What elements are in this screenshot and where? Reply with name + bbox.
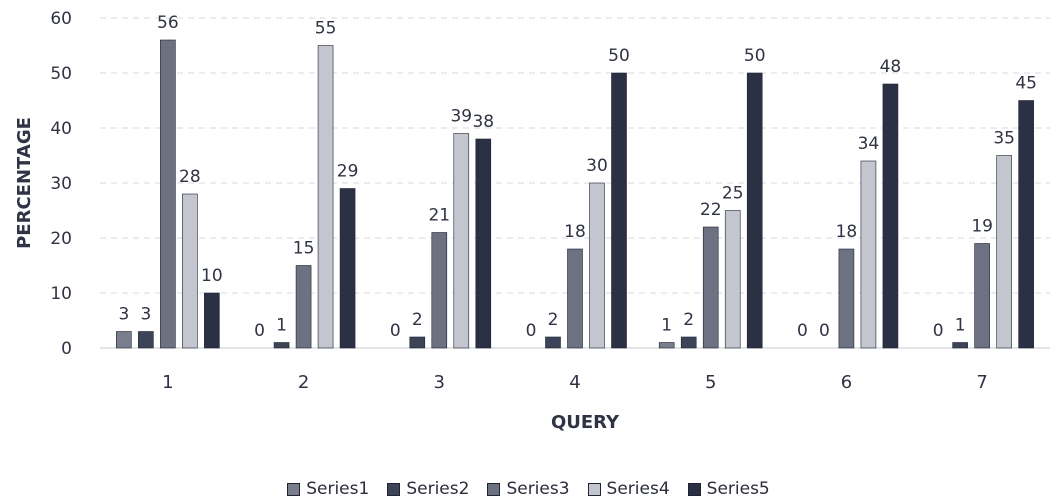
bar-series5-query-1 xyxy=(204,292,220,349)
bar-series3-query-7 xyxy=(974,243,990,349)
legend: Series1 Series2 Series3 Series4 Series5 xyxy=(0,478,1057,500)
data-label: 1 xyxy=(955,316,966,336)
bar-series4-query-3 xyxy=(453,133,470,349)
bar-series3-query-5 xyxy=(702,226,719,349)
data-label: 48 xyxy=(880,57,902,77)
bar-series5-query-3 xyxy=(475,138,492,349)
bar-series2-query-7 xyxy=(952,342,968,349)
data-label: 38 xyxy=(472,112,494,132)
legend-swatch xyxy=(587,482,601,496)
x-tick-label: 3 xyxy=(434,372,445,393)
data-label: 1 xyxy=(276,316,287,336)
bar-series5-query-5 xyxy=(746,72,763,349)
data-label: 25 xyxy=(722,184,744,204)
data-label: 18 xyxy=(836,222,858,242)
data-label: 0 xyxy=(254,321,265,341)
data-label: 1 xyxy=(661,316,672,336)
data-label: 3 xyxy=(118,305,129,325)
legend-swatch xyxy=(387,482,401,496)
y-tick-label: 0 xyxy=(61,339,72,359)
bar-series1-query-5 xyxy=(658,342,675,349)
data-label: 34 xyxy=(858,134,880,154)
data-label: 0 xyxy=(526,321,537,341)
legend-item-series1: Series1 xyxy=(287,479,369,499)
bar-series4-query-1 xyxy=(182,193,198,349)
data-label: 28 xyxy=(179,167,201,187)
x-tick-label: 2 xyxy=(298,372,309,393)
y-tick-label: 10 xyxy=(50,284,72,304)
data-label: 39 xyxy=(450,107,472,127)
data-label: 50 xyxy=(608,46,630,66)
bar-series3-query-2 xyxy=(295,265,312,349)
data-label: 18 xyxy=(564,222,586,242)
data-label: 0 xyxy=(819,321,830,341)
bar-series2-query-3 xyxy=(409,336,426,349)
data-label: 50 xyxy=(744,46,766,66)
bar-series4-query-6 xyxy=(860,160,877,349)
bar-series3-query-1 xyxy=(160,39,176,349)
data-label: 2 xyxy=(683,310,694,330)
legend-item-series5: Series5 xyxy=(687,479,770,499)
bar-series2-query-2 xyxy=(273,342,290,349)
bar-series2-query-4 xyxy=(545,336,561,349)
legend-item-series3: Series3 xyxy=(487,479,570,499)
bar-series5-query-6 xyxy=(882,83,899,349)
y-tick-label: 40 xyxy=(50,119,72,139)
legend-label: Series5 xyxy=(706,479,770,499)
data-label: 3 xyxy=(140,305,151,325)
legend-label: Series4 xyxy=(606,479,670,499)
bar-series4-query-4 xyxy=(589,182,605,349)
data-label: 0 xyxy=(797,321,808,341)
y-tick-label: 20 xyxy=(50,229,72,249)
bar-series5-query-7 xyxy=(1018,100,1034,349)
y-tick-label: 30 xyxy=(50,174,72,194)
bar-series1-query-1 xyxy=(116,331,132,349)
bar-series3-query-3 xyxy=(431,232,448,349)
bar-series5-query-4 xyxy=(611,72,627,349)
data-label: 22 xyxy=(700,200,722,220)
legend-swatch xyxy=(287,482,301,496)
x-tick-label: 4 xyxy=(569,372,580,393)
data-label: 0 xyxy=(933,321,944,341)
data-label: 55 xyxy=(315,19,337,39)
legend-swatch xyxy=(487,482,501,496)
legend-label: Series2 xyxy=(406,479,470,499)
data-label: 29 xyxy=(337,162,359,182)
bar-series4-query-5 xyxy=(724,210,741,349)
legend-label: Series3 xyxy=(506,479,570,499)
data-label: 15 xyxy=(293,239,315,259)
bar-series2-query-5 xyxy=(680,336,697,349)
legend-label: Series1 xyxy=(306,479,370,499)
bar-series3-query-6 xyxy=(838,248,855,349)
data-label: 35 xyxy=(993,129,1015,149)
legend-swatch xyxy=(687,482,701,496)
x-tick-label: 7 xyxy=(976,372,987,393)
x-tick-label: 6 xyxy=(841,372,852,393)
x-axis-title: QUERY xyxy=(551,412,620,433)
data-label: 21 xyxy=(428,206,450,226)
data-label: 45 xyxy=(1015,74,1037,94)
data-label: 2 xyxy=(548,310,559,330)
y-tick-label: 60 xyxy=(50,9,72,29)
bar-series4-query-2 xyxy=(317,45,334,349)
x-tick-label: 1 xyxy=(162,372,173,393)
data-label: 30 xyxy=(586,156,608,176)
data-label: 2 xyxy=(412,310,423,330)
data-label: 56 xyxy=(157,13,179,33)
y-axis-title: PERCENTAGE xyxy=(14,117,35,249)
legend-item-series2: Series2 xyxy=(387,479,469,499)
data-label: 19 xyxy=(971,217,993,237)
x-tick-label: 5 xyxy=(705,372,716,393)
data-label: 10 xyxy=(201,266,223,286)
bar-series5-query-2 xyxy=(339,188,356,349)
bar-series2-query-1 xyxy=(138,331,154,349)
bar-series3-query-4 xyxy=(567,248,583,349)
bar-series4-query-7 xyxy=(996,155,1012,349)
legend-item-series4: Series4 xyxy=(587,479,670,499)
data-label: 0 xyxy=(390,321,401,341)
y-tick-label: 50 xyxy=(50,64,72,84)
